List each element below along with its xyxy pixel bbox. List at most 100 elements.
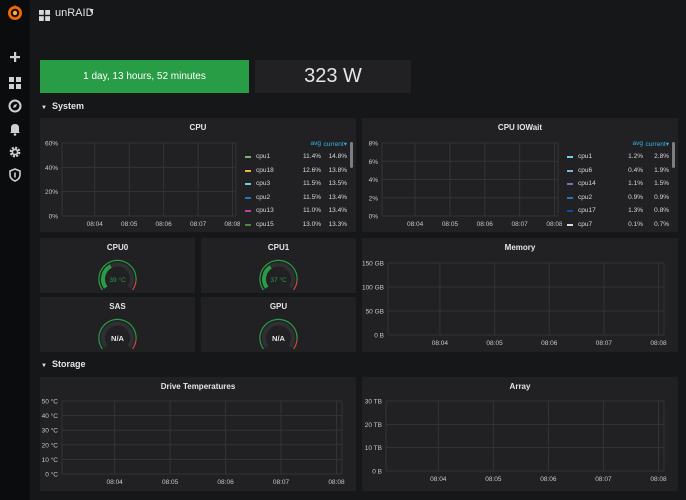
drive-temperatures-panel-title: Drive Temperatures xyxy=(160,382,236,391)
legend-item[interactable]: cpu1 11.4% 14.8% xyxy=(245,153,347,163)
legend-item[interactable]: cpu7 0.1% 0.7% xyxy=(567,221,669,231)
explore-icon[interactable] xyxy=(0,99,30,118)
legend-sort-avg[interactable]: avg xyxy=(310,140,321,147)
gauge-title: CPU1 xyxy=(267,243,290,252)
legend-item[interactable]: cpu3 11.5% 13.5% xyxy=(245,180,347,190)
legend-swatch[interactable] xyxy=(245,223,251,226)
legend-avg-value: 12.6% xyxy=(302,166,321,174)
legend-item[interactable]: cpu15 13.0% 13.3% xyxy=(245,221,347,231)
drive-temperatures-x-tick-label: 08:05 xyxy=(162,479,179,486)
cpu-iowait-x-tick-label: 08:06 xyxy=(477,221,494,228)
plus-icon[interactable] xyxy=(0,50,30,69)
array-y-tick-label: 10 TB xyxy=(365,445,382,452)
cpu-iowait-panel-title: CPU IOWait xyxy=(497,123,543,132)
legend-swatch[interactable] xyxy=(245,183,251,185)
shield-icon[interactable] xyxy=(0,168,30,187)
memory-x-tick-label: 08:05 xyxy=(486,340,503,347)
legend-swatch[interactable] xyxy=(567,210,573,212)
legend-swatch[interactable] xyxy=(245,156,251,158)
array-x-tick-label: 08:08 xyxy=(650,476,667,483)
legend-item[interactable]: cpu18 12.6% 13.8% xyxy=(245,167,347,177)
legend-swatch[interactable] xyxy=(567,223,573,226)
legend-item[interactable]: cpu2 0.9% 0.9% xyxy=(567,194,669,204)
cpu-iowait-graph[interactable]: 8% 6% 4% 2% 0% 08:04 08:05 08:06 08:07 08:08 xyxy=(362,118,562,232)
legend-series-name: cpu18 xyxy=(256,166,274,174)
gauge-panel-cpu0: CPU0 39 °C xyxy=(40,238,195,293)
row-system[interactable]: ▼ System xyxy=(41,101,84,111)
legend-avg-value: 1.3% xyxy=(628,207,643,214)
legend-swatch[interactable] xyxy=(245,196,251,199)
drive-temperatures-x-tick-label: 08:07 xyxy=(273,479,290,486)
cpu-legend-header: avg current▾ xyxy=(245,140,347,150)
scrollbar[interactable] xyxy=(350,142,353,168)
row-storage[interactable]: ▼ Storage xyxy=(41,359,85,369)
legend-current-value: 13.5% xyxy=(328,180,347,187)
legend-current-value: 1.9% xyxy=(654,166,669,174)
dashboard-title[interactable]: unRAID xyxy=(55,7,94,19)
drive-temperatures-graph[interactable]: 50 °C 40 °C 30 °C 20 °C 10 °C 0 °C 08:04 08:05 0… xyxy=(40,377,356,491)
array-y-tick-label: 20 TB xyxy=(365,422,382,429)
power-stat-panel: 323 W xyxy=(255,60,411,93)
legend-item[interactable]: cpu14 1.1% 1.5% xyxy=(567,180,669,190)
cpu-iowait-y-tick-label: 6% xyxy=(369,159,379,166)
gauge: 37 °C xyxy=(259,259,298,291)
legend-current-value: 13.4% xyxy=(328,207,347,214)
chevron-down-icon: ▼ xyxy=(41,105,47,111)
legend-swatch[interactable] xyxy=(567,169,573,172)
legend-swatch[interactable] xyxy=(567,183,573,185)
legend-swatch[interactable] xyxy=(245,210,251,212)
cpu-iowait-y-tick-label: 2% xyxy=(369,195,379,202)
memory-x-tick-label: 08:08 xyxy=(650,340,667,347)
gauge-panel-cpu1: CPU1 37 °C xyxy=(201,238,356,293)
legend-sort-avg[interactable]: avg xyxy=(632,140,643,147)
legend-series-name: cpu17 xyxy=(578,207,596,214)
legend-item[interactable]: cpu1 1.2% 2.8% xyxy=(567,153,669,163)
memory-x-tick-label: 08:07 xyxy=(596,340,613,347)
legend-series-name: cpu15 xyxy=(256,220,274,228)
gauge-threshold-arc xyxy=(293,339,298,350)
legend-item[interactable]: cpu6 0.4% 1.9% xyxy=(567,167,669,177)
legend-swatch[interactable] xyxy=(567,156,573,158)
legend-avg-value: 0.1% xyxy=(628,220,643,228)
gauge-threshold-arc xyxy=(293,280,298,291)
chevron-down-icon[interactable]: ▼ xyxy=(88,8,95,15)
memory-x-tick-label: 08:04 xyxy=(432,340,449,347)
gauge-value: 37 °C xyxy=(270,276,287,284)
memory-graph[interactable]: 150 GB 100 GB 50 GB 0 B 08:04 08:05 08:06 08:07… xyxy=(362,238,678,352)
sidebar xyxy=(0,0,30,500)
cpu-legend: avg current▾ cpu1 11.4% 14.8% cpu18 12.6% 13.8%… xyxy=(245,140,347,230)
cpu-y-tick-label: 0% xyxy=(49,214,59,221)
dashboards-icon[interactable] xyxy=(0,76,30,95)
legend-item[interactable]: cpu2 11.5% 13.4% xyxy=(245,194,347,204)
legend-series-name: cpu3 xyxy=(256,180,271,187)
drive-temperatures-y-tick-label: 30 °C xyxy=(42,427,59,435)
array-panel: Array 30 TB 20 TB 10 TB 0 B 08:04 08:05 08:06 0… xyxy=(362,377,678,491)
gauge-track xyxy=(262,321,295,348)
power-value: 323 W xyxy=(304,65,362,87)
gauge-value: N/A xyxy=(111,334,125,343)
cpu-iowait-x-tick-label: 08:05 xyxy=(442,221,459,228)
legend-item[interactable]: cpu17 1.3% 0.8% xyxy=(567,207,669,217)
dashboard-nav: unRAID ▼ xyxy=(30,0,686,30)
legend-swatch[interactable] xyxy=(567,196,573,199)
array-graph[interactable]: 30 TB 20 TB 10 TB 0 B 08:04 08:05 08:06 08:07 08… xyxy=(362,377,678,491)
legend-sort-current[interactable]: current▾ xyxy=(645,141,670,148)
gauge-title: CPU0 xyxy=(106,243,129,252)
memory-panel-title: Memory xyxy=(504,243,536,252)
gauge: N/A xyxy=(259,318,298,350)
gauge-fill xyxy=(101,264,112,289)
gauge-value: 39 °C xyxy=(109,276,126,284)
legend-avg-value: 11.0% xyxy=(303,207,321,214)
gauge-value: N/A xyxy=(272,334,286,343)
legend-swatch[interactable] xyxy=(245,169,251,172)
legend-series-name: cpu14 xyxy=(578,180,596,187)
bell-icon[interactable] xyxy=(0,122,30,141)
legend-sort-current[interactable]: current▾ xyxy=(323,141,348,148)
array-x-tick-label: 08:07 xyxy=(595,476,612,483)
cpu-graph[interactable]: 60% 40% 20% 0% 08:04 08:05 08:06 08:07 08:08 xyxy=(40,118,240,232)
grafana-logo-icon[interactable] xyxy=(0,4,30,27)
scrollbar[interactable] xyxy=(672,142,675,168)
cpu-iowait-legend: avg current▾ cpu1 1.2% 2.8% cpu6 0.4% 1.9% cpu14… xyxy=(567,140,669,230)
legend-item[interactable]: cpu13 11.0% 13.4% xyxy=(245,207,347,217)
gear-icon[interactable] xyxy=(0,145,30,164)
